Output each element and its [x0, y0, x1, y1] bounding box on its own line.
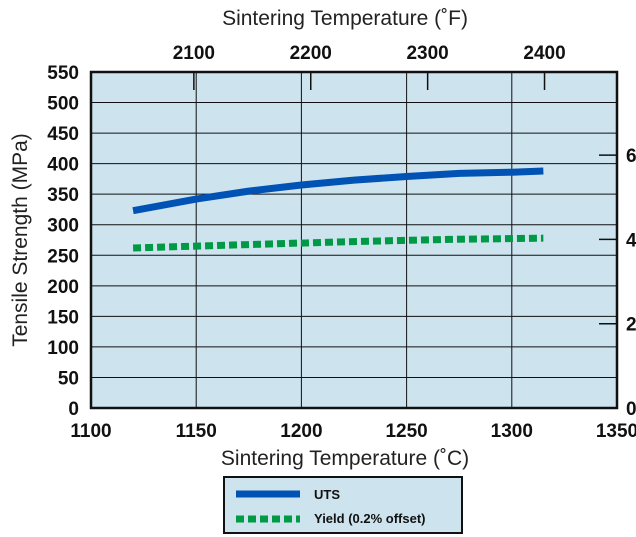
- y-tick-label: 200: [47, 277, 79, 298]
- y-tick-label: 550: [47, 63, 79, 84]
- top-tick-label: 2200: [290, 43, 332, 64]
- x-tick-label: 1350: [596, 421, 636, 442]
- top-ticks: 2100 2200 2300 2400: [173, 43, 566, 90]
- y-tick-label: 250: [47, 246, 79, 267]
- series-line-uts: [132, 167, 544, 215]
- x-axis-title: Sintering Temperature (˚C): [221, 447, 469, 470]
- y-axis-title: Tensile Strength (MPa): [9, 133, 32, 347]
- right-tick-label: 2: [626, 315, 636, 336]
- y-tick-label: 300: [47, 216, 79, 237]
- y-tick-label: 50: [58, 368, 79, 389]
- top-axis-title: Sintering Temperature (˚F): [222, 7, 468, 30]
- x-tick-labels: 1100 1150 1200 1250 1300 1350: [70, 421, 636, 442]
- legend-label-uts: UTS: [314, 487, 340, 502]
- legend: UTS Yield (0.2% offset): [223, 476, 463, 534]
- legend-label-yield: Yield (0.2% offset): [314, 511, 425, 526]
- y-tick-label: 100: [47, 338, 79, 359]
- y-tick-labels: 0 50 100 150 200 250 300 350 400 450 500 550: [47, 63, 79, 420]
- y-tick-label: 150: [47, 307, 79, 328]
- y-tick-label: 350: [47, 185, 79, 206]
- right-ticks: 6 4 2 0: [599, 146, 636, 420]
- y-tick-label: 500: [47, 94, 79, 115]
- right-tick-label: 4: [626, 230, 636, 251]
- y-tick-label: 450: [47, 124, 79, 145]
- y-tick-label: 400: [47, 155, 79, 176]
- x-tick-label: 1300: [491, 421, 533, 442]
- series-layer: [132, 167, 544, 252]
- right-tick-label: 0: [626, 399, 636, 420]
- right-tick-label: 6: [626, 146, 636, 167]
- x-tick-label: 1250: [385, 421, 427, 442]
- y-tick-label: 0: [68, 399, 79, 420]
- grid: [91, 72, 617, 408]
- series-line-yield: [132, 234, 544, 252]
- x-tick-label: 1150: [176, 421, 217, 442]
- x-tick-label: 1100: [70, 421, 111, 442]
- top-tick-label: 2100: [173, 43, 215, 64]
- top-tick-label: 2400: [523, 43, 565, 64]
- top-tick-label: 2300: [406, 43, 448, 64]
- legend-box: [223, 476, 463, 534]
- x-tick-label: 1200: [280, 421, 322, 442]
